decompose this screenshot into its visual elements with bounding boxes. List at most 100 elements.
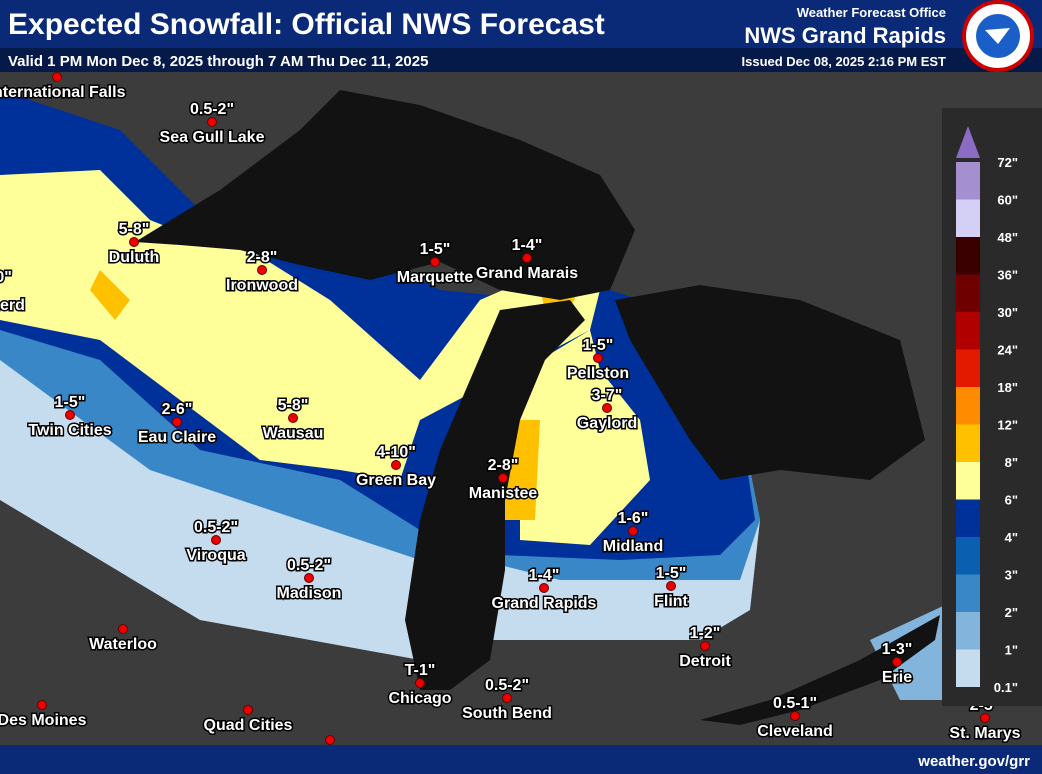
legend-swatch [956,237,980,275]
office-name: NWS Grand Rapids [744,23,946,48]
city-dot [666,581,676,591]
city-dot [65,410,75,420]
legend: 72" 60" 48" 36" 30" 24" 18" 12" 8" 6" 4" 3" 2" 1" 0.1" [942,108,1042,706]
city-name: Cleveland [757,723,833,740]
city-name: Erie [882,669,912,686]
city-name: Waterloo [89,636,157,653]
city-name: St. Marys [949,725,1020,742]
city-name: Grand Marais [476,265,578,282]
subheader-bar [0,48,1042,72]
legend-label: 36" [997,268,1018,283]
city-name: Marquette [397,269,474,286]
city-dot [243,705,253,715]
legend-label: 2" [1005,605,1018,620]
legend-swatch [956,574,980,612]
snow-amount: 1-5" [420,241,451,258]
city-dot [539,583,549,593]
snow-amount: T-1" [405,662,436,679]
legend-label: 48" [997,230,1018,245]
snow-amount: 6-10" [0,269,12,286]
snow-amount: 1-6" [618,510,649,527]
snow-amount: 1-4" [512,237,543,254]
snow-amount: 1-2" [690,625,721,642]
city-dot [430,257,440,267]
snow-amount: 4-10" [376,444,416,461]
city-dot [980,713,990,723]
city-name: Twin Cities [28,422,111,439]
snow-amount: 1-4" [529,567,560,584]
snow-amount: 0.5-2" [485,677,529,694]
legend-label: 6" [1005,493,1018,508]
city-name: Flint [654,593,688,610]
legend-label: 30" [997,305,1018,320]
issued: Issued Dec 08, 2025 2:16 PM EST [742,54,947,69]
office: Weather Forecast Office [797,5,946,20]
title: Expected Snowfall: Official NWS Forecast [8,8,605,41]
legend-label: 3" [1005,568,1018,583]
snow-amount: 0.5-2" [190,101,234,118]
city-dot [207,117,217,127]
city-dot [211,535,221,545]
legend-label: 60" [997,193,1018,208]
city-dot [502,693,512,703]
city-dot [391,460,401,470]
snow-amount: 1-5" [55,394,86,411]
city-dot [602,403,612,413]
header-bar [0,0,1042,48]
legend-swatch [956,199,980,237]
city-name: Pellston [567,365,629,382]
snow-amount: 1-5" [583,337,614,354]
footer-bar [0,745,1042,774]
snow-amount: 2-6" [162,401,193,418]
legend-label: 72" [997,155,1018,170]
city-dot [593,353,603,363]
city-name: Wausau [263,425,324,442]
snow-amount: 0.5-2" [194,519,238,536]
legend-label: 4" [1005,530,1018,545]
snow-amount: 2-8" [488,457,519,474]
lakes [135,90,940,725]
valid-time: Valid 1 PM Mon Dec 8, 2025 through 7 AM … [8,53,428,70]
legend-swatch [956,349,980,387]
city-name: Quad Cities [204,717,293,734]
snow-amount: 3-7" [592,387,623,404]
legend-label: 0.1" [994,680,1018,695]
footer-url: weather.gov/grr [917,753,1030,770]
legend-label: 1" [1005,643,1018,658]
legend-swatch [956,162,980,200]
legend-swatch [956,312,980,350]
city-dot [415,678,425,688]
legend-label: 18" [997,380,1018,395]
legend-label: 12" [997,418,1018,433]
legend-swatch [956,499,980,537]
snow-areas [0,90,1042,700]
city-name: Gaylord [577,415,637,432]
city-name: Grand Rapids [492,595,597,612]
city-dot [522,253,532,263]
city-dot [498,473,508,483]
snow-amount: 1-5" [656,565,687,582]
city-dot [892,657,902,667]
city-name: Eau Claire [138,429,216,446]
legend-swatch [956,462,980,500]
city-name: Ironwood [226,277,298,294]
city-name: Madison [277,585,342,602]
city-name: Midland [603,538,663,555]
city-dot [700,641,710,651]
city-name: Brainerd [0,297,25,314]
legend-label: 24" [997,343,1018,358]
legend-label: 8" [1005,455,1018,470]
snow-amount: 0.5-1" [773,695,817,712]
snow-amount: 0.5-2" [287,557,331,574]
legend-swatch [956,612,980,650]
city-name: Duluth [109,249,160,266]
city-name: Detroit [679,653,731,670]
legend-swatch [956,649,980,687]
city-name: Des Moines [0,712,87,729]
city-dot [257,265,267,275]
legend-swatch [956,274,980,312]
city-dot [790,711,800,721]
snow-amount: 5-8" [119,221,150,238]
city-dot [52,72,62,82]
